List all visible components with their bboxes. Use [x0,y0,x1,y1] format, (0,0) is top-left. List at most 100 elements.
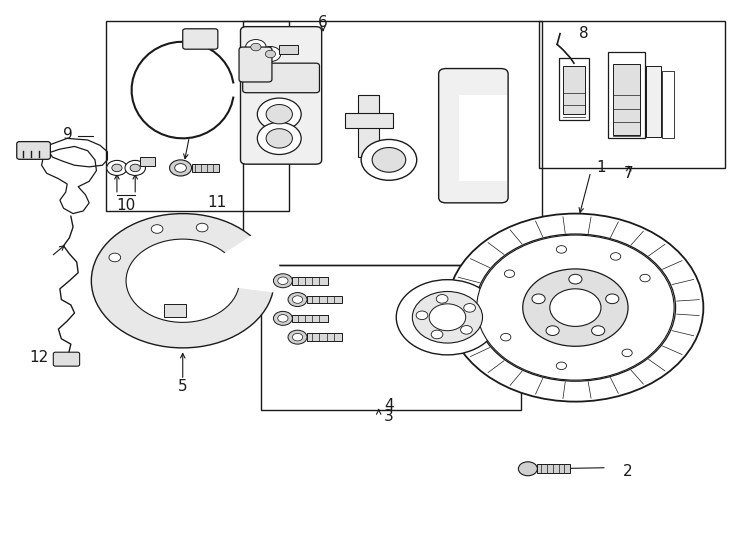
Bar [292,277,327,285]
Circle shape [592,326,605,335]
Circle shape [266,105,292,124]
Text: 3: 3 [384,409,394,424]
FancyBboxPatch shape [241,26,321,164]
Bar [662,71,674,138]
Bar [140,157,155,166]
Circle shape [429,304,465,330]
Bar [261,265,520,410]
Circle shape [361,139,417,180]
Bar [164,304,186,317]
Circle shape [640,274,650,282]
Bar [559,58,589,119]
Text: 7: 7 [624,166,633,181]
Circle shape [436,295,448,303]
Text: 11: 11 [208,195,227,211]
Circle shape [550,289,601,326]
Wedge shape [183,232,281,293]
Circle shape [109,253,120,262]
Bar [243,21,542,265]
Text: 1: 1 [596,160,606,176]
Circle shape [273,312,292,325]
FancyBboxPatch shape [439,69,508,203]
Circle shape [106,160,127,176]
Circle shape [569,274,582,284]
Circle shape [261,46,280,62]
Bar [358,96,379,157]
Circle shape [246,39,266,55]
Circle shape [556,362,567,369]
Bar [279,45,297,54]
Circle shape [288,293,307,307]
Bar [459,96,506,181]
FancyBboxPatch shape [239,47,272,82]
Text: 12: 12 [30,350,49,365]
Circle shape [126,239,239,322]
Circle shape [151,225,163,233]
Circle shape [461,326,472,334]
Circle shape [622,349,632,356]
Text: 8: 8 [579,26,589,41]
Text: 4: 4 [384,398,393,413]
Text: 5: 5 [178,379,188,394]
Circle shape [546,326,559,335]
Circle shape [606,294,619,303]
Circle shape [258,98,301,130]
Bar [106,21,288,211]
Circle shape [251,43,261,51]
Circle shape [130,164,140,172]
Circle shape [448,214,703,402]
Bar [539,21,725,168]
Text: 10: 10 [116,198,135,213]
Bar [537,464,570,473]
Circle shape [396,280,498,355]
Circle shape [292,333,302,341]
Bar [192,164,219,172]
Circle shape [431,330,443,339]
Circle shape [125,160,145,176]
Circle shape [413,292,482,343]
Circle shape [91,214,274,348]
Bar [345,113,393,127]
Bar [307,296,342,303]
FancyBboxPatch shape [243,63,319,93]
Text: 9: 9 [63,127,73,142]
Circle shape [556,246,567,253]
Bar [563,66,585,114]
Text: 6: 6 [319,15,328,30]
Circle shape [464,303,476,312]
FancyBboxPatch shape [443,297,504,332]
Circle shape [277,315,288,322]
Circle shape [475,234,675,381]
Circle shape [372,147,406,172]
Bar [292,315,327,322]
Circle shape [258,122,301,154]
Circle shape [266,129,292,148]
FancyBboxPatch shape [17,141,51,159]
Bar [647,66,661,137]
Circle shape [277,277,288,285]
Text: 2: 2 [622,464,632,480]
Circle shape [288,330,307,344]
Circle shape [292,296,302,303]
Circle shape [266,50,275,58]
Bar [307,333,342,341]
Bar [613,64,641,134]
FancyBboxPatch shape [54,352,79,366]
Circle shape [611,253,621,260]
Wedge shape [183,242,274,281]
FancyBboxPatch shape [183,29,218,49]
Circle shape [476,235,674,380]
Circle shape [273,274,292,288]
Circle shape [504,270,515,278]
Circle shape [416,311,428,320]
Circle shape [170,160,192,176]
Circle shape [518,462,537,476]
Circle shape [523,269,628,346]
Circle shape [112,164,122,172]
Bar [608,52,645,138]
Circle shape [532,294,545,303]
Circle shape [196,223,208,232]
Circle shape [175,164,186,172]
Circle shape [501,333,511,341]
Wedge shape [91,214,274,348]
